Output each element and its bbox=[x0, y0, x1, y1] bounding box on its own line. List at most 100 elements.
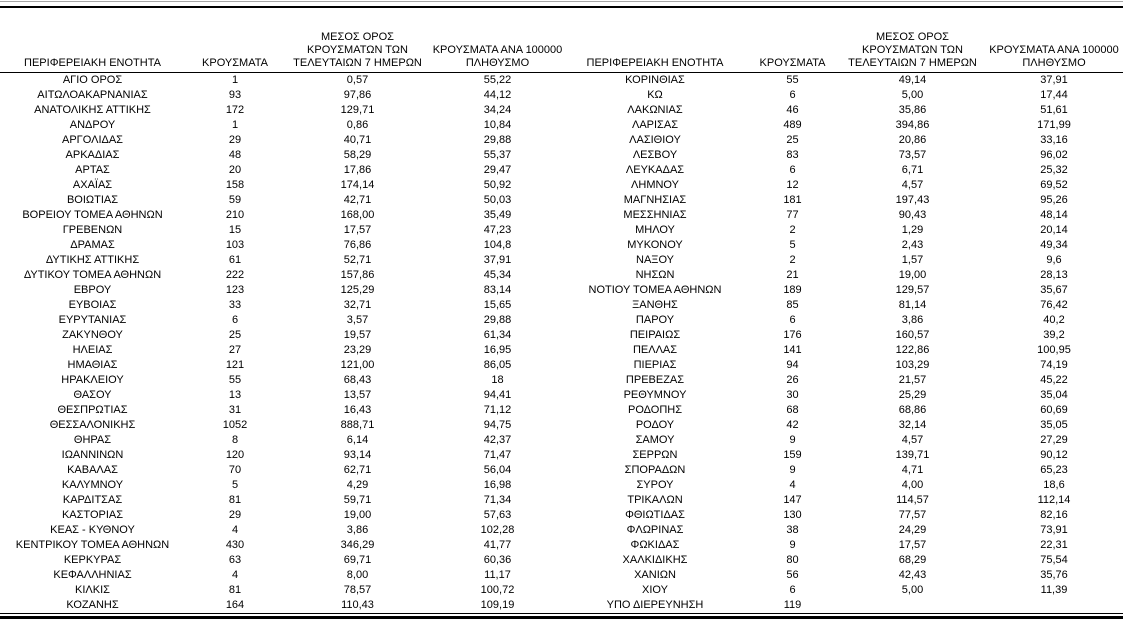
cell-avg7: 3,86 bbox=[346, 524, 369, 536]
cell-cases: 59 bbox=[228, 194, 242, 206]
header-cases: ΚΡΟΥΣΜΑΤΑ bbox=[185, 8, 285, 73]
cell-cases: 123 bbox=[225, 284, 245, 296]
table-row: ΚΕΑΣ - ΚΥΘΝΟΥ 4 3,86 102,28 bbox=[0, 523, 565, 538]
cell-per100k: 45,22 bbox=[1040, 374, 1068, 386]
table-row: ΜΕΣΣΗΝΙΑΣ 77 90,43 48,14 bbox=[565, 208, 1123, 223]
header-cases: ΚΡΟΥΣΜΑΤΑ bbox=[745, 8, 840, 73]
cell-avg7: 19,00 bbox=[343, 509, 372, 521]
cell-cases: 83 bbox=[786, 149, 799, 161]
cell-per100k: 25,32 bbox=[1040, 164, 1068, 176]
cell-cases: 121 bbox=[225, 359, 245, 371]
cell-avg7: 20,86 bbox=[898, 134, 927, 146]
header-region: ΠΕΡΙΦΕΡΕΙΑΚΗ ΕΝΟΤΗΤΑ bbox=[565, 8, 745, 73]
cell-cases: 1052 bbox=[222, 419, 248, 431]
table-row: ΝΟΤΙΟΥ ΤΟΜΕΑ ΑΘΗΝΩΝ 189 129,57 35,67 bbox=[565, 283, 1123, 298]
header-avg7: ΜΕΣΟΣ ΟΡΟΣ ΚΡΟΥΣΜΑΤΩΝ ΤΩΝ ΤΕΛΕΥΤΑΙΩΝ 7 Η… bbox=[840, 8, 985, 73]
cell-region: ΚΟΖΑΝΗΣ bbox=[66, 599, 119, 611]
cell-cases: 63 bbox=[228, 554, 242, 566]
cell-region: ΦΘΙΩΤΙΔΑΣ bbox=[625, 509, 685, 521]
cell-avg7: 97,86 bbox=[343, 89, 372, 101]
cell-per100k: 35,76 bbox=[1040, 569, 1068, 581]
cell-cases: 6 bbox=[789, 164, 796, 176]
cell-cases: 103 bbox=[225, 239, 245, 251]
cell-per100k: 82,16 bbox=[1040, 509, 1068, 521]
cell-cases: 189 bbox=[783, 284, 802, 296]
cell-region: ΣΑΜΟΥ bbox=[635, 434, 675, 446]
cell-avg7: 25,29 bbox=[898, 389, 927, 401]
cell-cases: 13 bbox=[228, 389, 242, 401]
table-row: ΘΕΣΠΡΩΤΙΑΣ 31 16,43 71,12 bbox=[0, 403, 565, 418]
cell-cases: 9 bbox=[789, 464, 796, 476]
cell-avg7: 42,71 bbox=[343, 194, 372, 206]
table-row: ΦΘΙΩΤΙΔΑΣ 130 77,57 82,16 bbox=[565, 508, 1123, 523]
cell-region: ΕΒΡΟΥ bbox=[73, 284, 112, 296]
cell-cases: 68 bbox=[786, 404, 799, 416]
header-per100k: ΚΡΟΥΣΜΑΤΑ ΑΝΑ 100000 ΠΛΗΘΥΣΜΟ bbox=[430, 8, 565, 73]
table-row: ΛΗΜΝΟΥ 12 4,57 69,52 bbox=[565, 178, 1123, 193]
table-row: ΛΕΥΚΑΔΑΣ 6 6,71 25,32 bbox=[565, 163, 1123, 178]
table-row: ΕΥΒΟΙΑΣ 33 32,71 15,65 bbox=[0, 298, 565, 313]
cell-region: ΔΡΑΜΑΣ bbox=[70, 239, 115, 251]
cell-per100k: 76,42 bbox=[1040, 299, 1068, 311]
cell-avg7: 40,71 bbox=[343, 134, 372, 146]
table-row: ΞΑΝΘΗΣ 85 81,14 76,42 bbox=[565, 298, 1123, 313]
cell-per100k: 35,05 bbox=[1040, 419, 1068, 431]
cell-avg7: 68,43 bbox=[343, 374, 372, 386]
cell-cases: 29 bbox=[228, 134, 242, 146]
cell-cases: 46 bbox=[786, 104, 799, 116]
cell-cases: 4 bbox=[789, 479, 796, 491]
cases-table-left: ΠΕΡΙΦΕΡΕΙΑΚΗ ΕΝΟΤΗΤΑ ΚΡΟΥΣΜΑΤΑ ΜΕΣΟΣ ΟΡΟ… bbox=[0, 8, 565, 613]
cell-cases: 119 bbox=[783, 599, 802, 611]
cell-region: ΛΑΚΩΝΙΑΣ bbox=[627, 104, 683, 116]
cell-avg7: 4,71 bbox=[901, 464, 924, 476]
cell-region: ΥΠΟ ΔΙΕΡΕΥΝΗΣΗ bbox=[606, 599, 704, 611]
cell-region: ΑΡΚΑΔΙΑΣ bbox=[65, 149, 120, 161]
cell-region: ΜΑΓΝΗΣΙΑΣ bbox=[623, 194, 687, 206]
cell-region: ΗΜΑΘΙΑΣ bbox=[67, 359, 118, 371]
cell-per100k: 55,22 bbox=[483, 74, 512, 86]
table-row: ΚΕΡΚΥΡΑΣ 63 69,71 60,36 bbox=[0, 553, 565, 568]
cell-cases: 48 bbox=[228, 149, 242, 161]
cell-avg7: 4,57 bbox=[901, 179, 924, 191]
table-row: ΛΑΚΩΝΙΑΣ 46 35,86 51,61 bbox=[565, 103, 1123, 118]
cell-per100k: 33,16 bbox=[1040, 134, 1068, 146]
header-avg7: ΜΕΣΟΣ ΟΡΟΣ ΚΡΟΥΣΜΑΤΩΝ ΤΩΝ ΤΕΛΕΥΤΑΙΩΝ 7 Η… bbox=[285, 8, 430, 73]
cell-cases: 80 bbox=[786, 554, 799, 566]
cell-per100k: 100,95 bbox=[1037, 344, 1071, 356]
cell-avg7: 174,14 bbox=[340, 179, 375, 191]
bottom-thick-rule bbox=[0, 616, 1123, 619]
cell-per100k: 11,17 bbox=[484, 569, 511, 581]
table-row: ΑΡΚΑΔΙΑΣ 48 58,29 55,37 bbox=[0, 148, 565, 163]
cell-avg7: 58,29 bbox=[343, 149, 372, 161]
table-row: ΠΕΛΛΑΣ 141 122,86 100,95 bbox=[565, 343, 1123, 358]
cell-avg7: 17,57 bbox=[343, 224, 372, 236]
cell-region: ΧΑΛΚΙΔΙΚΗΣ bbox=[622, 554, 688, 566]
cell-region: ΓΡΕΒΕΝΩΝ bbox=[62, 224, 123, 236]
cell-region: ΣΕΡΡΩΝ bbox=[632, 449, 678, 461]
cell-region: ΧΙΟΥ bbox=[642, 584, 668, 596]
cell-avg7: 90,43 bbox=[898, 209, 927, 221]
cell-region: ΞΑΝΘΗΣ bbox=[632, 299, 678, 311]
table-row: ΚΑΛΥΜΝΟΥ 5 4,29 16,98 bbox=[0, 478, 565, 493]
cell-region: ΛΕΣΒΟΥ bbox=[632, 149, 678, 161]
table-row: ΣΥΡΟΥ 4 4,00 18,6 bbox=[565, 478, 1123, 493]
cell-avg7: 139,71 bbox=[895, 449, 930, 461]
cell-per100k: 51,61 bbox=[1040, 104, 1068, 116]
table-row: ΕΒΡΟΥ 123 125,29 83,14 bbox=[0, 283, 565, 298]
cell-per100k: 60,69 bbox=[1040, 404, 1068, 416]
cell-avg7: 62,71 bbox=[343, 464, 372, 476]
cell-region: ΙΩΑΝΝΙΝΩΝ bbox=[61, 449, 124, 461]
cell-cases: 2 bbox=[789, 254, 796, 266]
table-header-left: ΠΕΡΙΦΕΡΕΙΑΚΗ ΕΝΟΤΗΤΑ ΚΡΟΥΣΜΑΤΑ ΜΕΣΟΣ ΟΡΟ… bbox=[0, 8, 565, 73]
table-row: ΒΟΡΕΙΟΥ ΤΟΜΕΑ ΑΘΗΝΩΝ 210 168,00 35,49 bbox=[0, 208, 565, 223]
cell-cases: 29 bbox=[228, 509, 242, 521]
table-row: ΛΑΡΙΣΑΣ 489 394,86 171,99 bbox=[565, 118, 1123, 133]
cell-avg7: 129,71 bbox=[340, 104, 375, 116]
top-thin-rule bbox=[0, 1, 1123, 2]
table-row: ΚΑΡΔΙΤΣΑΣ 81 59,71 71,34 bbox=[0, 493, 565, 508]
cell-cases: 42 bbox=[786, 419, 799, 431]
table-row: ΚΩ 6 5,00 17,44 bbox=[565, 88, 1123, 103]
cell-avg7: 32,14 bbox=[898, 419, 927, 431]
cell-region: ΠΕΙΡΑΙΩΣ bbox=[629, 329, 681, 341]
cell-region: ΚΕΦΑΛΛΗΝΙΑΣ bbox=[53, 569, 132, 581]
